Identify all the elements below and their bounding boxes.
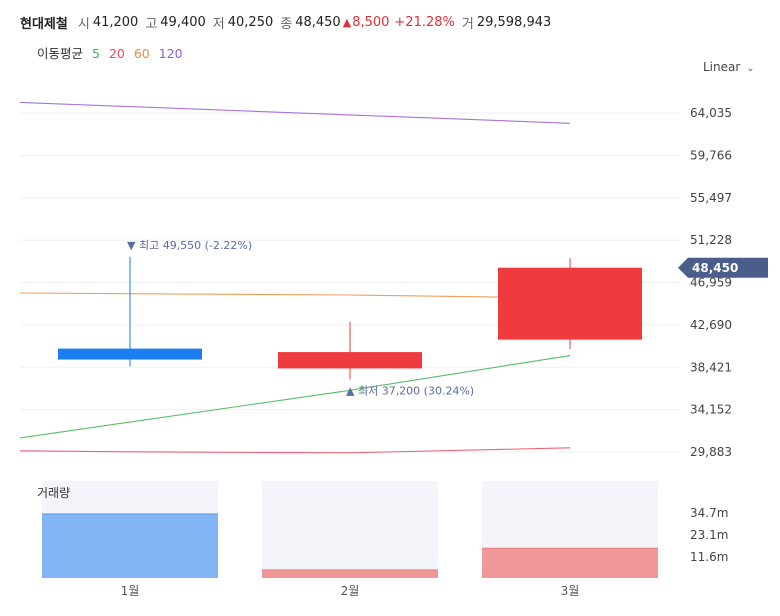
volume-label: 거	[461, 16, 474, 32]
close-label: 종	[280, 16, 293, 32]
moving-average-title: 이동평균	[37, 46, 84, 61]
ma-line-5	[19, 355, 571, 439]
candle-body	[278, 352, 422, 369]
ma-line-60	[19, 292, 571, 299]
stock-name: 현대제철	[20, 16, 68, 32]
scale-label: Linear	[703, 60, 741, 74]
current-price-label: 48,450	[692, 261, 738, 275]
y-tick-label: 38,421	[690, 360, 732, 374]
candle-body	[498, 267, 642, 340]
open-label: 시	[77, 16, 90, 32]
volume-title: 거래량	[37, 486, 70, 500]
volume-tick-label: 34.7m	[690, 506, 728, 520]
y-tick-label: 34,152	[690, 403, 732, 417]
y-tick-label: 42,690	[690, 318, 732, 332]
change-percent: +21.28%	[394, 14, 455, 30]
volume-bar	[262, 569, 438, 578]
price-header: 현대제철 시 41,200 고 49,400 저 40,250 종 48,450…	[20, 12, 558, 32]
ma-line-120	[19, 101, 571, 124]
min-annotation: ▲ 최저 37,200 (30.24%)	[346, 384, 474, 397]
candle-body	[58, 348, 202, 360]
low-value: 40,250	[227, 14, 274, 30]
x-tick-label: 1월	[121, 584, 140, 598]
y-tick-label: 51,228	[690, 233, 732, 247]
x-tick-label: 3월	[561, 584, 580, 598]
volume-bar	[42, 513, 218, 578]
y-tick-label: 59,766	[690, 148, 732, 162]
volume-tick-label: 23.1m	[690, 528, 728, 542]
ma-legend-120[interactable]: 120	[158, 46, 183, 61]
volume-tick-label: 11.6m	[690, 550, 728, 564]
y-tick-label: 64,035	[690, 106, 732, 120]
ma-line-20	[19, 447, 571, 454]
scale-selector[interactable]: Linear ⌄	[703, 60, 755, 74]
volume-value: 29,598,943	[476, 14, 552, 30]
high-label: 고	[145, 16, 158, 32]
change-arrow-icon: ▲	[342, 15, 352, 29]
moving-average-legend: 이동평균 5 20 60 120	[37, 43, 188, 62]
ma-legend-5[interactable]: 5	[92, 46, 100, 61]
current-price-tag	[678, 257, 768, 278]
chevron-down-icon: ⌄	[746, 63, 755, 74]
volume-bar	[482, 548, 658, 578]
open-value: 41,200	[92, 14, 139, 30]
ma-legend-60[interactable]: 60	[133, 46, 150, 61]
ma-legend-20[interactable]: 20	[108, 46, 125, 61]
x-tick-label: 2월	[341, 584, 360, 598]
high-value: 49,400	[160, 14, 206, 30]
change-value: 8,500	[352, 14, 390, 30]
y-tick-label: 29,883	[690, 445, 732, 459]
y-tick-label: 46,959	[690, 276, 732, 290]
close-value: 48,450	[295, 14, 341, 30]
low-label: 저	[212, 16, 225, 32]
y-tick-label: 55,497	[690, 191, 732, 205]
max-annotation: ▼ 최고 49,550 (-2.22%)	[127, 239, 252, 252]
volume-panel	[262, 481, 438, 578]
